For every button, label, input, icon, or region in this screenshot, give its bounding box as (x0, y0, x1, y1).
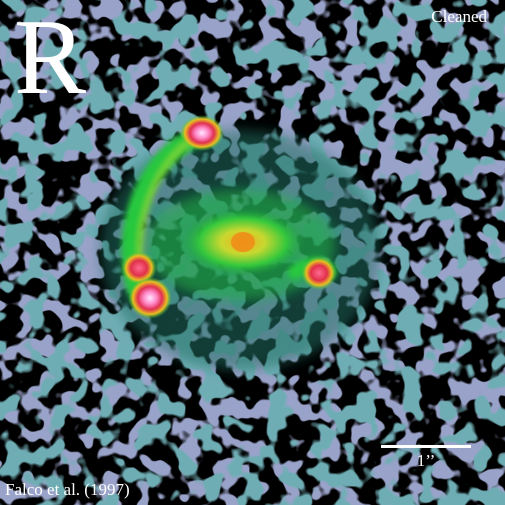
scale-bar-label: 1’’ (416, 451, 436, 470)
processing-status-label: Cleaned (431, 7, 487, 26)
filter-band-label: R (14, 0, 87, 117)
scale-bar (381, 445, 471, 448)
lens-galaxy-core (231, 232, 255, 252)
lensed-image-c (128, 277, 172, 319)
credit-label: Falco et al. (1997) (5, 480, 130, 499)
lensed-image-a (180, 115, 224, 151)
lensed-image-b (121, 251, 157, 285)
lensed-image-d (301, 256, 337, 290)
